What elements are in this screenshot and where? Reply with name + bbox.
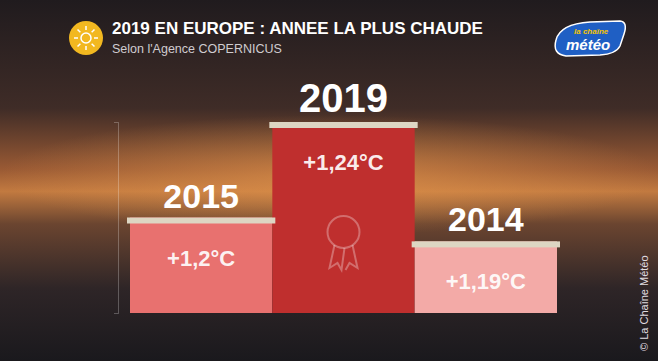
logo-text: météo — [566, 36, 610, 53]
logo-shape — [555, 21, 625, 56]
title: 2019 EN EUROPE : ANNEE LA PLUS CHAUDE — [112, 19, 483, 38]
category-label: 2019 — [299, 76, 388, 120]
bar — [130, 218, 272, 314]
medal-icon — [328, 216, 360, 270]
bar — [272, 122, 414, 313]
category-label: 2015 — [163, 177, 239, 215]
medal-ribbon — [346, 245, 358, 270]
data-label: +1,24°C — [303, 150, 383, 175]
chart: 2019 EN EUROPE : ANNEE LA PLUS CHAUDE Sel… — [0, 0, 658, 361]
sun-icon-ray — [78, 44, 81, 47]
data-label: +1,2°C — [167, 246, 235, 271]
data-labels: +1,2°C +1,24°C +1,19°C — [167, 150, 526, 294]
sun-icon-ray — [92, 30, 95, 33]
bar-cap — [269, 122, 417, 128]
medal-disc — [328, 216, 360, 248]
y-axis — [114, 123, 119, 314]
data-label: +1,19°C — [446, 269, 526, 294]
subtitle: Selon l'Agence COPERNICUS — [112, 42, 282, 56]
sun-icon-core — [81, 33, 91, 43]
sun-icon-ray — [85, 46, 87, 50]
logo-text: la chaîne — [574, 27, 609, 36]
y-axis-line — [114, 123, 119, 314]
category-labels: 2015 2019 2014 — [163, 76, 523, 238]
medal-ribbon — [330, 245, 345, 270]
sun-icon-ray — [92, 44, 95, 47]
bars — [127, 122, 560, 313]
category-label: 2014 — [448, 200, 524, 238]
bar — [415, 241, 557, 313]
sun-icon-ray — [74, 37, 78, 39]
sun-icon-ray — [94, 37, 98, 39]
bar-cap — [412, 241, 560, 247]
sun-icon-ray — [78, 30, 81, 33]
sun-icon-ray — [85, 26, 87, 30]
logo: la chaînemétéo — [555, 21, 625, 56]
credit: © La Chaîne Météo — [638, 255, 650, 351]
sun-icon — [69, 21, 103, 55]
sun-icon-disc — [69, 21, 103, 55]
bar-cap — [127, 218, 275, 224]
